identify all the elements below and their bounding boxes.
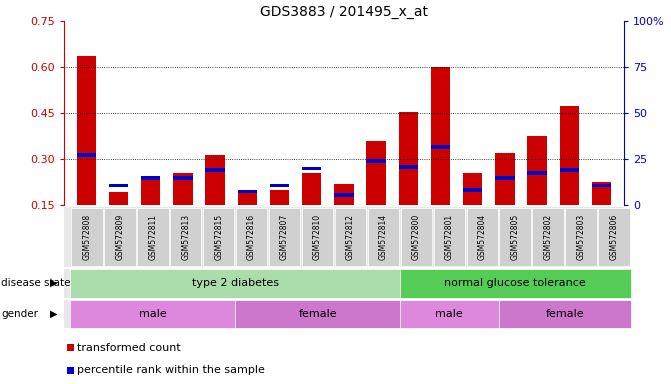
Bar [270,190,289,205]
Bar [238,190,257,194]
Bar [302,173,321,205]
Bar [399,112,418,205]
Bar [205,168,225,172]
Bar [560,106,579,205]
Text: GSM572807: GSM572807 [280,214,289,260]
Bar [495,176,515,180]
Text: GSM572801: GSM572801 [445,214,454,260]
Text: GSM572804: GSM572804 [478,214,487,260]
Bar [173,173,193,205]
Bar [431,145,450,149]
Text: GSM572803: GSM572803 [576,214,586,260]
Text: GSM572810: GSM572810 [313,214,322,260]
Text: GSM572815: GSM572815 [214,214,223,260]
Bar [366,141,386,205]
Bar [109,184,128,187]
Title: GDS3883 / 201495_x_at: GDS3883 / 201495_x_at [260,5,428,19]
Bar [463,173,482,205]
Text: GSM572808: GSM572808 [83,214,91,260]
Bar [463,188,482,192]
Text: ▶: ▶ [50,309,58,319]
Bar [334,184,354,205]
Text: disease state: disease state [1,278,71,288]
Text: male: male [435,309,463,319]
Bar [366,159,386,163]
Bar [109,192,128,205]
Text: female: female [546,309,584,319]
Text: type 2 diabetes: type 2 diabetes [192,278,278,288]
Bar [495,153,515,205]
Text: GSM572802: GSM572802 [544,214,553,260]
Text: gender: gender [1,309,38,319]
Bar [527,136,547,205]
Bar [527,171,547,175]
Text: male: male [139,309,166,319]
Bar [76,56,96,205]
Text: GSM572811: GSM572811 [148,214,157,260]
Bar [560,168,579,172]
Bar [205,155,225,205]
Text: GSM572806: GSM572806 [610,214,619,260]
Bar [76,153,96,157]
Text: GSM572809: GSM572809 [115,214,124,260]
Text: normal glucose tolerance: normal glucose tolerance [444,278,586,288]
Text: GSM572814: GSM572814 [379,214,388,260]
Text: female: female [298,309,337,319]
Text: GSM572812: GSM572812 [346,214,355,260]
Bar [334,193,354,197]
Bar [238,192,257,205]
Text: transformed count: transformed count [76,343,180,353]
Bar [141,176,160,205]
Text: ▶: ▶ [50,278,58,288]
Bar [270,184,289,187]
Bar [592,182,611,205]
Bar [141,176,160,180]
Text: GSM572816: GSM572816 [247,214,256,260]
Bar [431,67,450,205]
Bar [399,165,418,169]
Bar [302,167,321,170]
Bar [173,176,193,180]
Text: GSM572800: GSM572800 [412,214,421,260]
Bar [592,184,611,187]
Text: percentile rank within the sample: percentile rank within the sample [76,365,264,375]
Text: GSM572813: GSM572813 [181,214,190,260]
Text: GSM572805: GSM572805 [511,214,520,260]
